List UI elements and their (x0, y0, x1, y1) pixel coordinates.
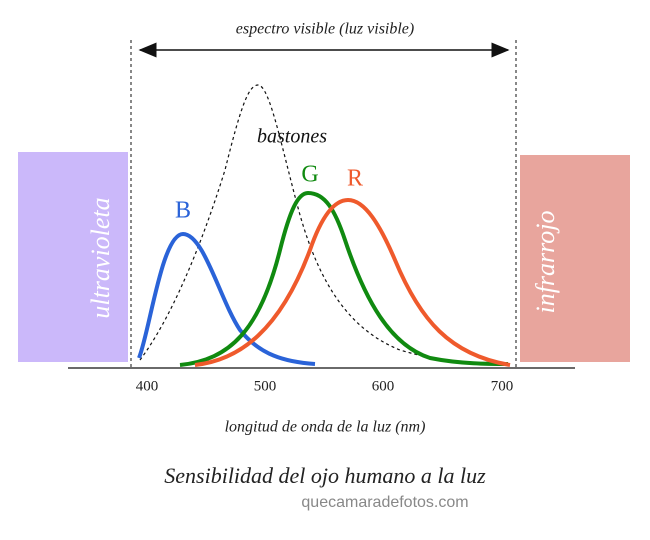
red-label: R (347, 166, 363, 192)
infrared-label: infrarrojo (531, 210, 560, 313)
ultraviolet-region (18, 152, 128, 362)
blue-curve (137, 231, 316, 366)
x-tick-label: 400 (136, 378, 159, 394)
green-label: G (301, 162, 318, 188)
source: quecamaradefotos.com (301, 494, 468, 511)
red-curve (194, 197, 511, 367)
rods-label: bastones (257, 126, 327, 148)
infrared-region (520, 155, 630, 362)
spectrum-title: espectro visible (luz visible) (236, 21, 414, 38)
ultraviolet-label: ultravioleta (86, 197, 115, 318)
x-tick-label: 700 (491, 378, 514, 394)
axis-title: longitud de onda de la luz (nm) (225, 419, 426, 436)
green-curve (179, 190, 509, 367)
x-tick-label: 500 (254, 378, 277, 394)
caption-title: Sensibilidad del ojo humano a la luz (164, 463, 486, 488)
blue-label: B (175, 198, 191, 224)
rods-curve (139, 84, 501, 365)
x-tick-label: 600 (372, 378, 395, 394)
x-ticks: 400 500 600 700 (136, 378, 514, 394)
